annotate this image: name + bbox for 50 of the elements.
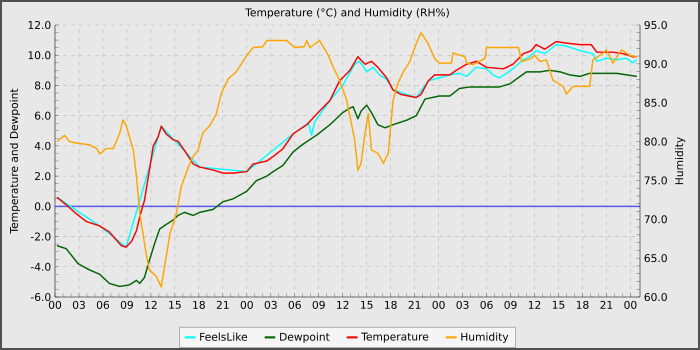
- y-tick-label: 12.0: [28, 20, 50, 30]
- x-tick-label: 00: [624, 300, 636, 309]
- x-tick-label: 06: [480, 300, 493, 309]
- x-tick-label: 09: [504, 300, 517, 309]
- x-tick-label: 18: [193, 300, 205, 309]
- x-tick-label: 15: [361, 300, 373, 309]
- y-tick-label: 0.0: [34, 202, 50, 210]
- x-tick-label: 12: [528, 300, 540, 309]
- y-tick-label: -4.0: [30, 262, 50, 271]
- x-tick-label: 15: [169, 300, 181, 309]
- x-tick-label: 15: [552, 300, 564, 309]
- x-tick-label: 03: [72, 300, 85, 309]
- y-tick-label: 2.0: [34, 172, 50, 180]
- x-tick-label: 09: [312, 300, 325, 309]
- y2-tick-label: 90.0: [644, 60, 667, 68]
- x-tick-label: 09: [120, 300, 133, 309]
- x-tick-label: 00: [240, 300, 253, 309]
- y2-axis-title: Humidity: [674, 137, 686, 184]
- x-tick-label: 00: [432, 300, 445, 309]
- y-tick-label: 4.0: [34, 142, 50, 150]
- y2-tick-label: 95.0: [644, 20, 667, 30]
- x-tick-label: 18: [576, 300, 589, 309]
- y2-tick-label: 65.0: [644, 254, 667, 262]
- x-tick-label: 12: [145, 300, 157, 309]
- y-tick-label: -2.0: [30, 232, 50, 241]
- legend-label: FeelsLike: [200, 332, 248, 341]
- legend-label: Temperature: [361, 332, 428, 343]
- legend-label: Dewpoint: [280, 332, 330, 343]
- y-tick-label: 6.0: [34, 112, 50, 120]
- x-tick-label: 03: [264, 300, 277, 309]
- y2-tick-label: 85.0: [644, 98, 667, 107]
- x-tick-label: 03: [456, 300, 469, 309]
- y2-tick-label: 80.0: [644, 138, 667, 146]
- y2-tick-label: 60.0: [644, 292, 667, 302]
- x-tick-label: 21: [216, 300, 229, 309]
- y-tick-label: 8.0: [34, 81, 50, 90]
- x-tick-label: 21: [408, 300, 420, 309]
- x-tick-label: 18: [385, 300, 397, 309]
- x-tick-label: 21: [600, 300, 612, 309]
- x-tick-label: 06: [96, 300, 110, 309]
- chart-title: Temperature (°C) and Humidity (RH%): [245, 8, 449, 19]
- x-tick-label: 06: [288, 300, 301, 309]
- y2-tick-label: 75.0: [644, 176, 667, 184]
- y2-tick-label: 70.0: [644, 215, 667, 224]
- y-axis-title: Temperature and Dewpoint: [10, 88, 20, 234]
- y-tick-label: -6.0: [30, 292, 50, 302]
- legend-label: Humidity: [461, 332, 508, 343]
- x-tick-label: 12: [337, 300, 348, 309]
- x-tick-label: 00: [48, 300, 62, 309]
- y-tick-label: 10.0: [28, 51, 50, 60]
